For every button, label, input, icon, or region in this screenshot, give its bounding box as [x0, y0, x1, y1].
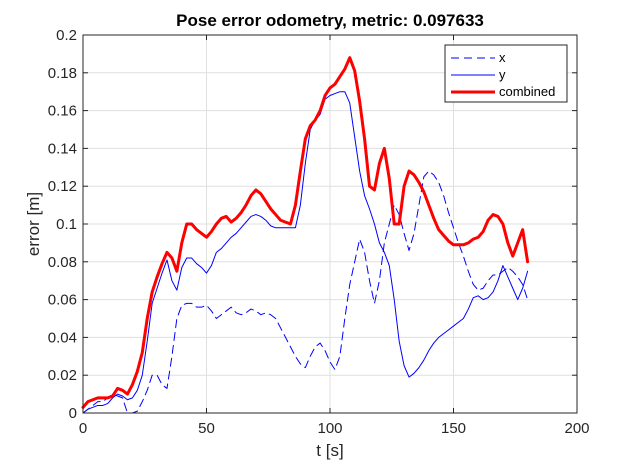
chart-title: Pose error odometry, metric: 0.097633 [176, 11, 484, 30]
series-line-x [82, 170, 529, 414]
y-tick-label: 0.18 [48, 65, 77, 82]
y-tick-label: 0.08 [48, 254, 77, 271]
y-tick-label: 0.2 [56, 27, 77, 44]
x-tick-label: 0 [79, 420, 87, 437]
x-tick-label: 200 [564, 420, 589, 437]
y-tick-label: 0.16 [48, 103, 77, 120]
x-tick-label: 50 [198, 420, 215, 437]
legend-label-combined: combined [499, 84, 555, 99]
legend-label-y: y [499, 67, 506, 82]
x-tick-label: 100 [317, 420, 342, 437]
y-tick-label: 0.12 [48, 178, 77, 195]
series-line-y [82, 91, 529, 414]
y-tick-label: 0.04 [48, 329, 77, 346]
y-tick-label: 0.06 [48, 292, 77, 309]
y-axis-title: error [m] [24, 192, 43, 256]
y-tick-label: 0.02 [48, 367, 77, 384]
x-tick-label: 150 [441, 420, 466, 437]
y-tick-label: 0.14 [48, 140, 77, 157]
series-layer [81, 56, 530, 414]
y-tick-label: 0.1 [56, 216, 77, 233]
ticks: 0 50 100 150 200 0 0.02 0.04 0.06 0.08 0.1 0.12 0.14… [48, 27, 590, 437]
series-line-combined [81, 56, 530, 409]
legend: x y combined [444, 44, 568, 103]
y-tick-label: 0 [69, 405, 77, 422]
x-axis-title: t [s] [316, 441, 343, 460]
legend-label-x: x [499, 50, 506, 65]
